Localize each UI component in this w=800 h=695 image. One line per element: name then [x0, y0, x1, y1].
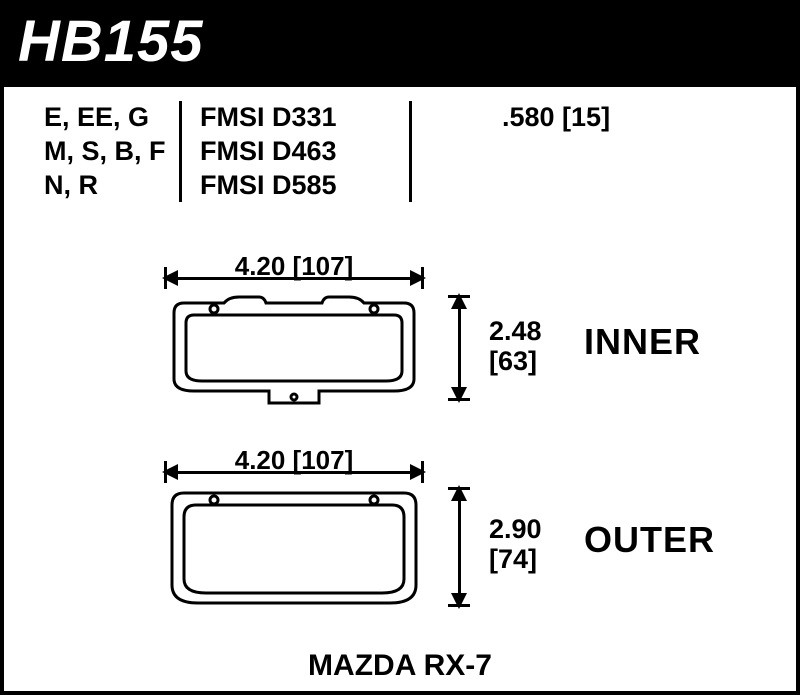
outer-height-label: 2.90 [74]	[489, 515, 542, 574]
tick-icon	[421, 267, 424, 289]
inner-height-mm: [63]	[489, 347, 542, 377]
vehicle-label: MAZDA RX-7	[308, 649, 492, 683]
dimension-arrow-icon	[164, 277, 424, 280]
tick-icon	[164, 461, 167, 483]
dimension-arrow-icon	[458, 487, 461, 607]
inner-height-label: 2.48 [63]	[489, 317, 542, 376]
outer-pad-block: 4.20 [107]	[164, 449, 424, 615]
outer-height-mm: [74]	[489, 545, 542, 575]
outer-height-in: 2.90	[489, 515, 542, 545]
inner-height-dimension	[444, 295, 474, 401]
fmsi-code: FMSI D463	[200, 135, 409, 169]
tick-icon	[448, 398, 470, 401]
part-number: HB155	[18, 8, 782, 75]
outer-width-dimension: 4.20 [107]	[164, 449, 424, 479]
header-bar: HB155	[0, 0, 800, 87]
fmsi-code: FMSI D585	[200, 169, 409, 203]
inner-pad-icon	[164, 291, 424, 413]
fmsi-column: FMSI D331 FMSI D463 FMSI D585	[179, 101, 409, 202]
compounds-line: N, R	[44, 169, 179, 203]
content-frame: E, EE, G M, S, B, F N, R FMSI D331 FMSI …	[0, 87, 800, 695]
dimension-arrow-icon	[164, 471, 424, 474]
dimension-arrow-icon	[458, 295, 461, 401]
inner-width-dimension: 4.20 [107]	[164, 255, 424, 285]
inner-pad-block: 4.20 [107]	[164, 255, 424, 413]
outer-height-dimension	[444, 487, 474, 607]
tick-icon	[164, 267, 167, 289]
thickness-value: .580 [15]	[502, 101, 796, 135]
tick-icon	[421, 461, 424, 483]
compounds-column: E, EE, G M, S, B, F N, R	[4, 101, 179, 202]
inner-height-in: 2.48	[489, 317, 542, 347]
compounds-line: M, S, B, F	[44, 135, 179, 169]
outer-pad-icon	[164, 485, 424, 615]
thickness-column: .580 [15]	[409, 101, 796, 202]
specs-row: E, EE, G M, S, B, F N, R FMSI D331 FMSI …	[4, 87, 796, 212]
fmsi-code: FMSI D331	[200, 101, 409, 135]
compounds-line: E, EE, G	[44, 101, 179, 135]
tick-icon	[448, 295, 470, 298]
outer-position-label: OUTER	[584, 519, 715, 561]
tick-icon	[448, 604, 470, 607]
tick-icon	[448, 487, 470, 490]
diagram-area: 4.20 [107] 2.48 [63]	[4, 217, 796, 691]
inner-position-label: INNER	[584, 321, 701, 363]
